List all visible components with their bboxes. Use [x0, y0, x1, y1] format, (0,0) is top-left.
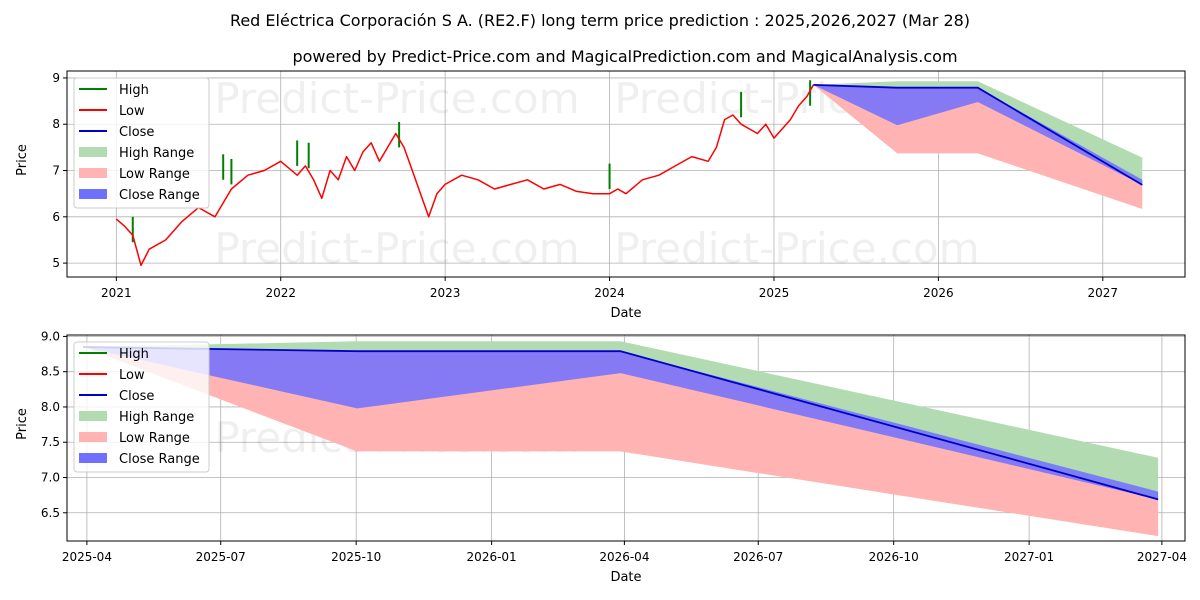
y-axis-label: Price	[15, 144, 30, 176]
x-tick-label: 2026	[923, 286, 954, 300]
y-tick-label: 6.5	[41, 506, 60, 520]
legend-label: Close Range	[119, 188, 200, 203]
axes-frame	[66, 334, 1186, 542]
chart-subtitle: powered by Predict-Price.com and Magical…	[292, 47, 957, 66]
legend-label: Low	[119, 368, 145, 383]
legend: High Low Close High Range Low Range Close Ran…	[73, 77, 210, 209]
x-tick-label: 2024	[594, 286, 625, 300]
chart-title: Red Eléctrica Corporación S A. (RE2.F) l…	[230, 11, 970, 30]
x-tick-label: 2022	[265, 286, 296, 300]
x-tick-label: 2026-04	[599, 550, 649, 564]
close-range-band	[83, 347, 1159, 500]
legend-swatch	[79, 168, 107, 178]
x-tick-label: 2025	[759, 286, 790, 300]
x-tick-label: 2026-10	[869, 550, 919, 564]
low-history-line	[115, 84, 815, 267]
top-panel: Predict-Price.com Predict-Price.com Predic…	[15, 70, 1186, 321]
x-axis-label: Date	[610, 570, 641, 585]
x-tick-label: 2027-01	[1004, 550, 1054, 564]
y-tick-label: 5	[52, 256, 60, 270]
legend-swatch	[79, 189, 107, 199]
x-tick-label: 2025-10	[331, 550, 381, 564]
x-tick-label: 2027	[1088, 286, 1119, 300]
legend: High Low Close High Range Low Range Close Ran…	[73, 341, 210, 473]
legend-label: Low Range	[119, 167, 190, 182]
legend-box	[73, 77, 210, 209]
plot-area	[115, 80, 1143, 267]
legend-box	[73, 341, 210, 473]
x-tick-label: 2027-04	[1137, 550, 1187, 564]
x-axis-label: Date	[610, 306, 641, 321]
x-tick-label: 2026-01	[467, 550, 517, 564]
plot-area	[83, 341, 1159, 537]
close-forecast-line	[83, 346, 1159, 501]
legend-label: Close	[119, 389, 154, 404]
x-tick-label: 2025-07	[196, 550, 246, 564]
y-tick-label: 8	[52, 117, 60, 131]
high-range-band	[83, 341, 1159, 500]
close-forecast-line	[813, 84, 1143, 186]
bottom-panel: Predict-Price.comPredict-Price.com2025-0…	[15, 329, 1187, 585]
legend-label: Low	[119, 104, 145, 119]
y-axis-label: Price	[15, 408, 30, 440]
watermark-text: Predict-Price.com	[214, 74, 579, 123]
x-tick-label: 2021	[101, 286, 132, 300]
y-tick-label: 7.5	[41, 435, 60, 449]
legend-swatch	[79, 147, 107, 157]
axes-frame	[66, 70, 1186, 278]
legend-label: High	[119, 347, 149, 362]
legend-swatch	[79, 432, 107, 442]
x-tick-label: 2023	[430, 286, 461, 300]
x-tick-label: 2026-07	[733, 550, 783, 564]
y-tick-label: 7.0	[41, 471, 60, 485]
close-range-band	[813, 84, 1143, 185]
high-range-band	[813, 81, 1143, 185]
legend-swatch	[79, 411, 107, 421]
legend-label: High Range	[119, 410, 194, 425]
y-tick-label: 8.5	[41, 365, 60, 379]
legend-swatch	[79, 453, 107, 463]
legend-label: Low Range	[119, 431, 190, 446]
legend-label: Close Range	[119, 452, 200, 467]
y-tick-label: 7	[52, 164, 60, 178]
y-tick-label: 8.0	[41, 400, 60, 414]
legend-label: High Range	[119, 146, 194, 161]
legend-label: Close	[119, 125, 154, 140]
x-tick-label: 2025-04	[62, 550, 112, 564]
watermark-text: Predict-Price.com	[214, 224, 579, 273]
y-tick-label: 6	[52, 210, 60, 224]
y-tick-label: 9	[52, 71, 60, 85]
legend-label: High	[119, 83, 149, 98]
watermark-text: Predict-Price.com	[614, 224, 979, 273]
y-tick-label: 9.0	[41, 329, 60, 343]
